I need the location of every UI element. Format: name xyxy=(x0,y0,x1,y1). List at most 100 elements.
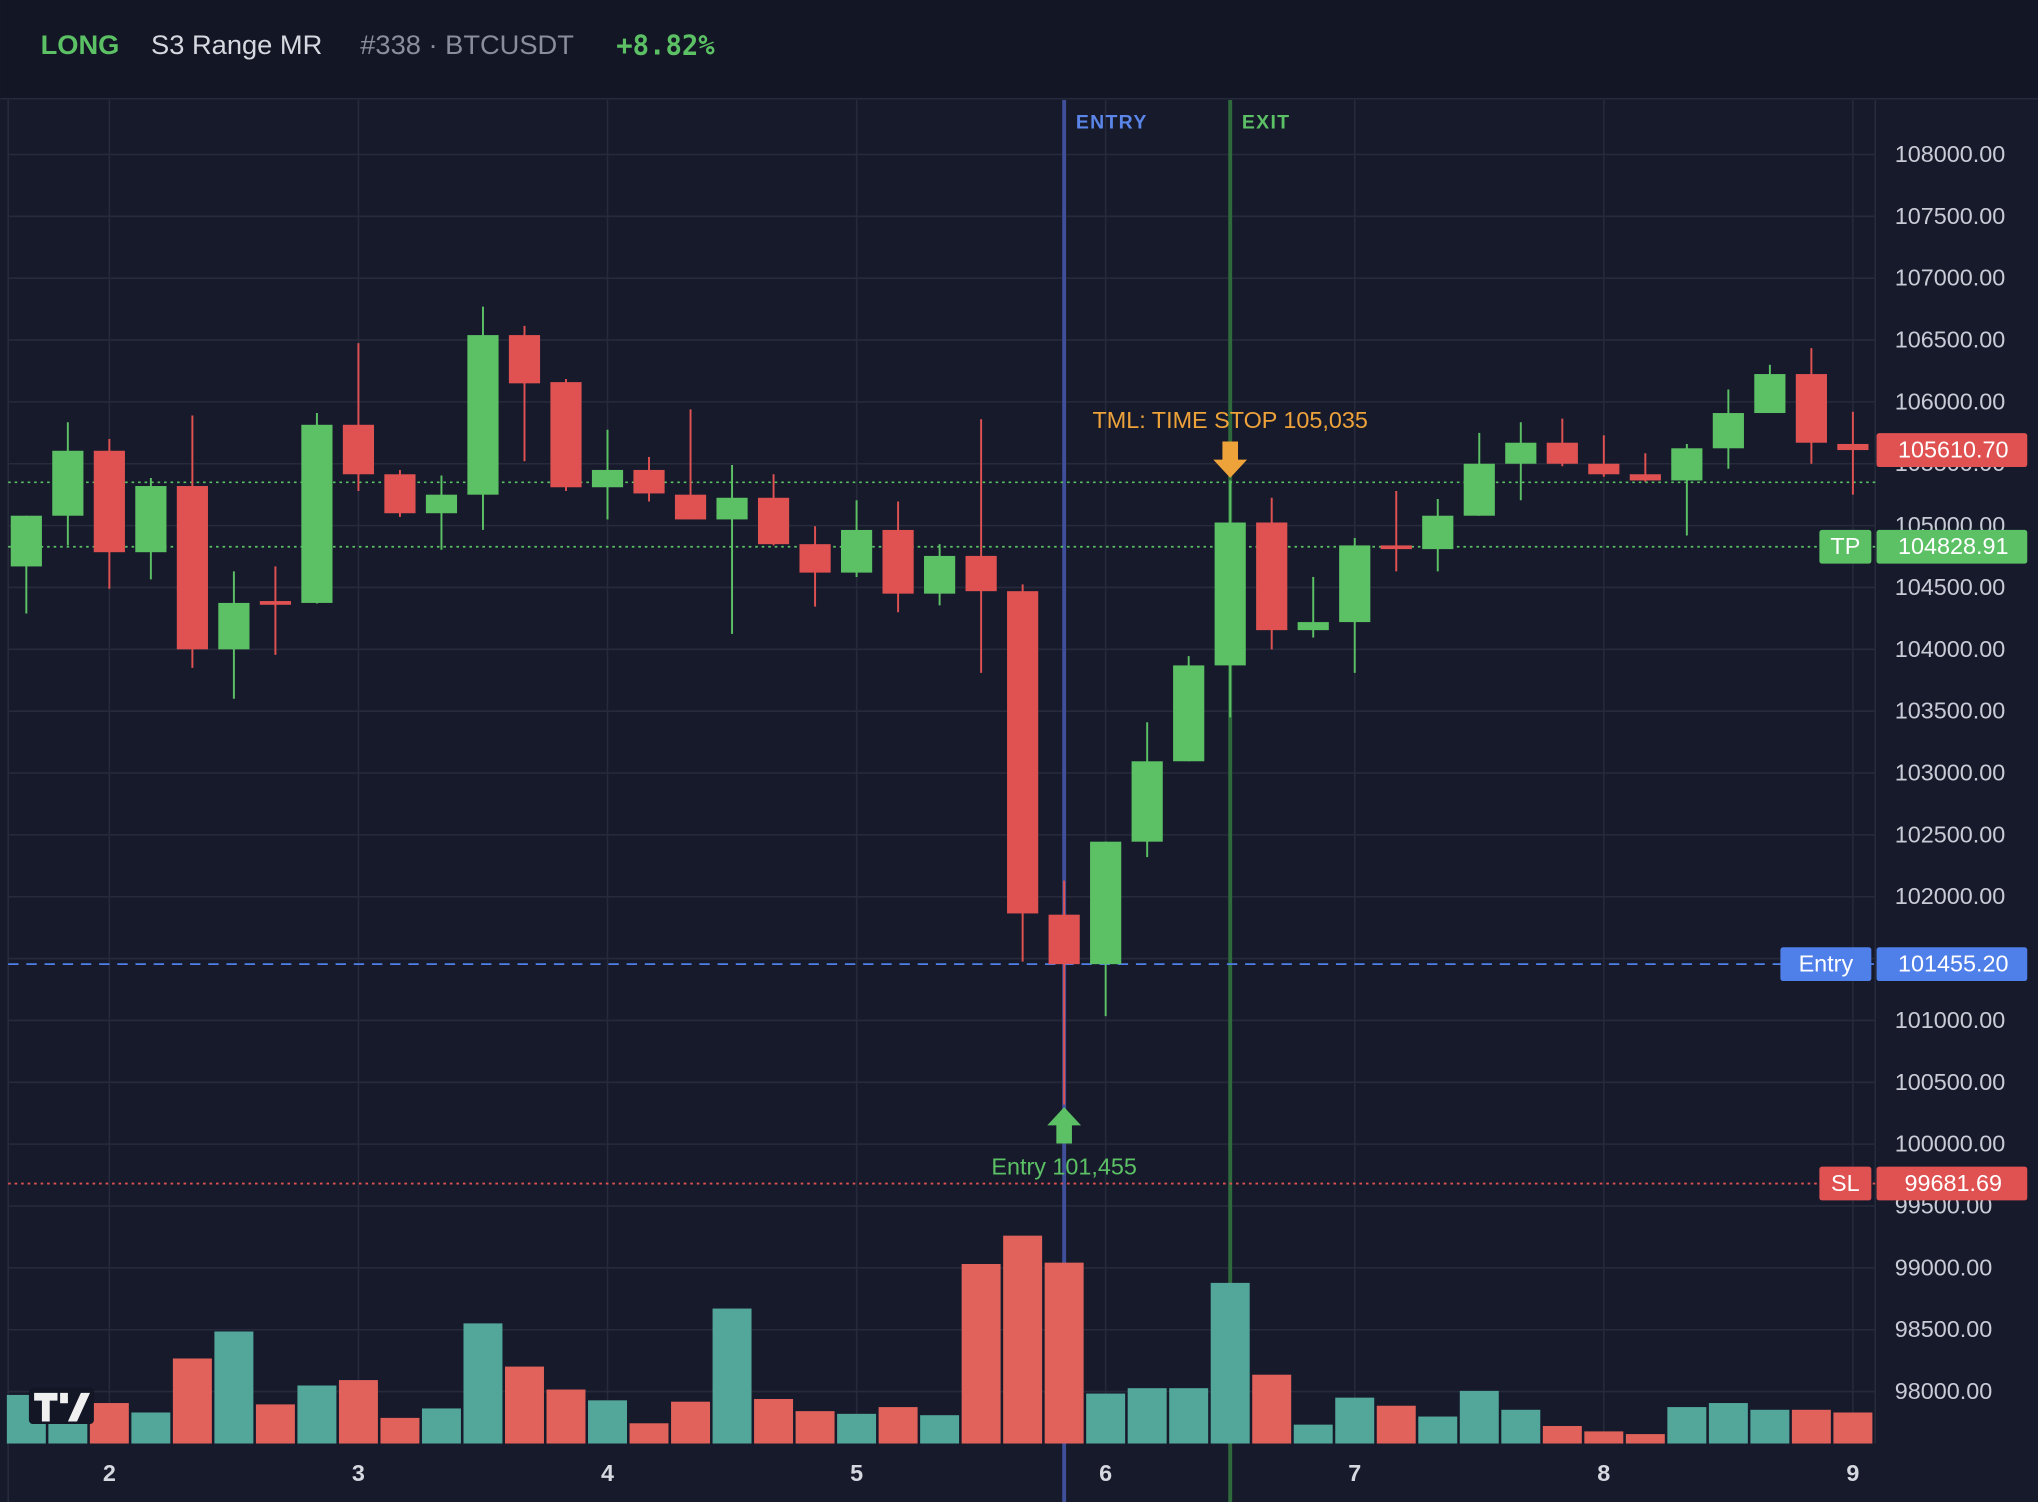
candle-body xyxy=(550,382,582,488)
x-tick-label: 5 xyxy=(850,1460,863,1486)
logo xyxy=(28,1387,94,1425)
volume-bar xyxy=(1791,1409,1831,1444)
candle-body xyxy=(135,486,167,553)
price-line-name-bg xyxy=(1819,529,1872,564)
volume-bar xyxy=(754,1398,794,1444)
candle-body xyxy=(1588,463,1620,475)
candle-body xyxy=(1795,374,1827,443)
candle-body xyxy=(1380,545,1412,550)
volume-bar xyxy=(878,1407,918,1444)
y-tick-label: 102500.00 xyxy=(1895,821,2006,847)
x-tick-label: 8 xyxy=(1597,1460,1610,1486)
candle-body xyxy=(467,335,499,495)
entry-label: Entry 101,455 xyxy=(991,1153,1137,1179)
candle-body xyxy=(342,424,375,475)
volume-bar xyxy=(297,1385,337,1444)
volume-bar xyxy=(1501,1409,1541,1444)
header-bar xyxy=(0,0,2038,99)
candle-body xyxy=(1712,413,1744,449)
candle-body xyxy=(1629,474,1661,481)
x-tick-label: 4 xyxy=(601,1460,614,1486)
candle-body xyxy=(1754,374,1786,414)
y-tick-label: 104500.00 xyxy=(1895,574,2006,600)
candle-body xyxy=(1671,448,1703,481)
y-tick-label: 106500.00 xyxy=(1895,327,2006,353)
candle-body xyxy=(508,335,541,384)
volume-bar xyxy=(504,1366,544,1444)
candle-body xyxy=(93,450,125,553)
volume-bar xyxy=(1833,1412,1873,1444)
volume-bar xyxy=(1169,1388,1209,1444)
price-line-value: 101455.20 xyxy=(1898,951,2009,977)
volume-bar xyxy=(795,1411,835,1444)
x-tick-label: 6 xyxy=(1099,1460,1112,1486)
volume-bar xyxy=(1044,1262,1084,1444)
volume-bar xyxy=(463,1323,503,1444)
side: LONG xyxy=(41,29,120,60)
volume-bar xyxy=(1667,1407,1707,1444)
price-line-value-bg xyxy=(1876,1166,2028,1201)
candle-body xyxy=(1837,443,1869,451)
candle-body xyxy=(840,529,873,573)
x-tick-label: 9 xyxy=(1846,1460,1859,1486)
y-tick-label: 107000.00 xyxy=(1895,265,2006,291)
price-line-value: 99681.69 xyxy=(1904,1170,2002,1196)
volume-bar xyxy=(1542,1425,1582,1444)
candle-body xyxy=(1090,841,1122,965)
y-tick-label: 103000.00 xyxy=(1895,759,2006,785)
price-line-name: TP xyxy=(1830,533,1860,559)
x-tick-label: 7 xyxy=(1348,1460,1361,1486)
volume-bar xyxy=(1625,1434,1665,1444)
candle-body xyxy=(1297,622,1329,631)
volume-bar xyxy=(837,1413,877,1444)
volume-bar xyxy=(172,1358,212,1444)
candle-body xyxy=(1422,515,1454,550)
candle-body xyxy=(1173,665,1205,762)
candle-body xyxy=(218,602,250,650)
candle-body xyxy=(674,494,707,520)
last-price-label: 105610.70 xyxy=(1898,437,2009,463)
volume-bar xyxy=(421,1408,461,1444)
volume-bar xyxy=(1003,1235,1043,1444)
volume-bar xyxy=(1335,1397,1375,1444)
candle-body xyxy=(1007,591,1039,914)
y-tick-label: 108000.00 xyxy=(1895,141,2006,167)
y-tick-label: 100500.00 xyxy=(1895,1069,2006,1095)
volume-bar xyxy=(214,1331,254,1444)
entry-line-label: ENTRY xyxy=(1076,112,1148,134)
price-line-name-bg xyxy=(1819,1166,1872,1201)
volume-bar xyxy=(712,1308,752,1444)
candle-body xyxy=(1131,761,1163,842)
candle-body xyxy=(1339,545,1371,623)
volume-bar xyxy=(255,1404,295,1444)
volume-bar xyxy=(629,1423,669,1444)
price-line-value-bg xyxy=(1876,947,2028,982)
volume-bar xyxy=(380,1417,420,1444)
candle-body xyxy=(965,555,997,592)
pnl: +8.82% xyxy=(616,30,715,61)
candle-body xyxy=(10,515,42,567)
volume-bar xyxy=(1708,1403,1748,1444)
y-tick-label: 103500.00 xyxy=(1895,698,2006,724)
y-tick-label: 100000.00 xyxy=(1895,1131,2006,1157)
volume-bar xyxy=(1127,1388,1167,1444)
volume-bar xyxy=(131,1412,171,1444)
volume-bar xyxy=(1086,1393,1126,1444)
volume-bar xyxy=(1210,1282,1250,1444)
y-tick-label: 106000.00 xyxy=(1895,388,2006,414)
volume-bar xyxy=(1376,1405,1416,1444)
y-tick-label: 99000.00 xyxy=(1895,1254,1993,1280)
y-tick-label: 101000.00 xyxy=(1895,1007,2006,1033)
candle-body xyxy=(425,494,458,514)
exit-line-label: EXIT xyxy=(1242,112,1290,134)
trade: #338 · BTCUSDT xyxy=(360,29,574,60)
x-tick-label: 3 xyxy=(352,1460,365,1486)
y-tick-label: 98000.00 xyxy=(1895,1378,1993,1404)
x-tick-label: 2 xyxy=(103,1460,116,1486)
y-tick-label: 98500.00 xyxy=(1895,1316,1993,1342)
price-line-value: 104828.91 xyxy=(1898,533,2009,559)
last-price-label-bg xyxy=(1876,433,2028,467)
candle-body xyxy=(716,497,748,520)
